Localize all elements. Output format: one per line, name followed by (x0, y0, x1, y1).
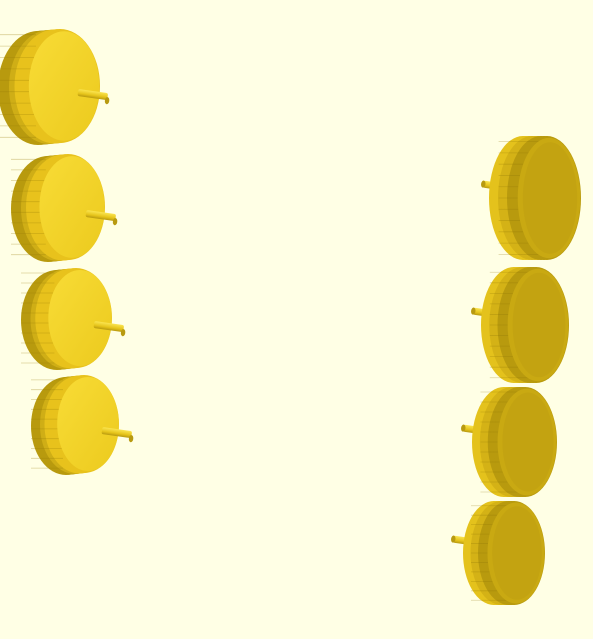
wheel-left-4 (31, 375, 134, 475)
wheel-right-2 (471, 267, 569, 383)
wheel-left-2 (11, 154, 118, 262)
wheel-left-3 (21, 268, 126, 370)
axle (93, 321, 124, 332)
axle (101, 427, 132, 438)
wheel-right-3 (461, 387, 557, 497)
wheel-right-4 (451, 501, 545, 605)
axle (77, 89, 108, 100)
wheel-face (57, 376, 119, 472)
wheel-face (39, 156, 105, 258)
axle (85, 210, 116, 221)
wheel-face (48, 270, 112, 366)
left-wheel-row (0, 29, 134, 475)
wheel-face (28, 31, 100, 141)
right-wheel-row (451, 136, 581, 605)
wheel-left-1 (0, 29, 110, 145)
wheel-right-1 (481, 136, 581, 260)
